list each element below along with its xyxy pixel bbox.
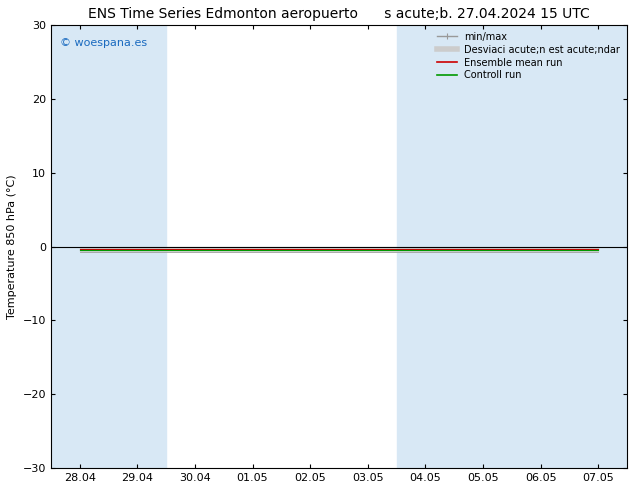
Bar xyxy=(51,25,166,468)
Bar xyxy=(512,25,627,468)
Text: © woespana.es: © woespana.es xyxy=(60,38,146,48)
Legend: min/max, Desviaci acute;n est acute;ndar, Ensemble mean run, Controll run: min/max, Desviaci acute;n est acute;ndar… xyxy=(433,28,624,84)
Bar xyxy=(397,25,512,468)
Y-axis label: Temperature 850 hPa (°C): Temperature 850 hPa (°C) xyxy=(7,174,17,319)
Title: ENS Time Series Edmonton aeropuerto      s acute;b. 27.04.2024 15 UTC: ENS Time Series Edmonton aeropuerto s ac… xyxy=(88,7,590,21)
